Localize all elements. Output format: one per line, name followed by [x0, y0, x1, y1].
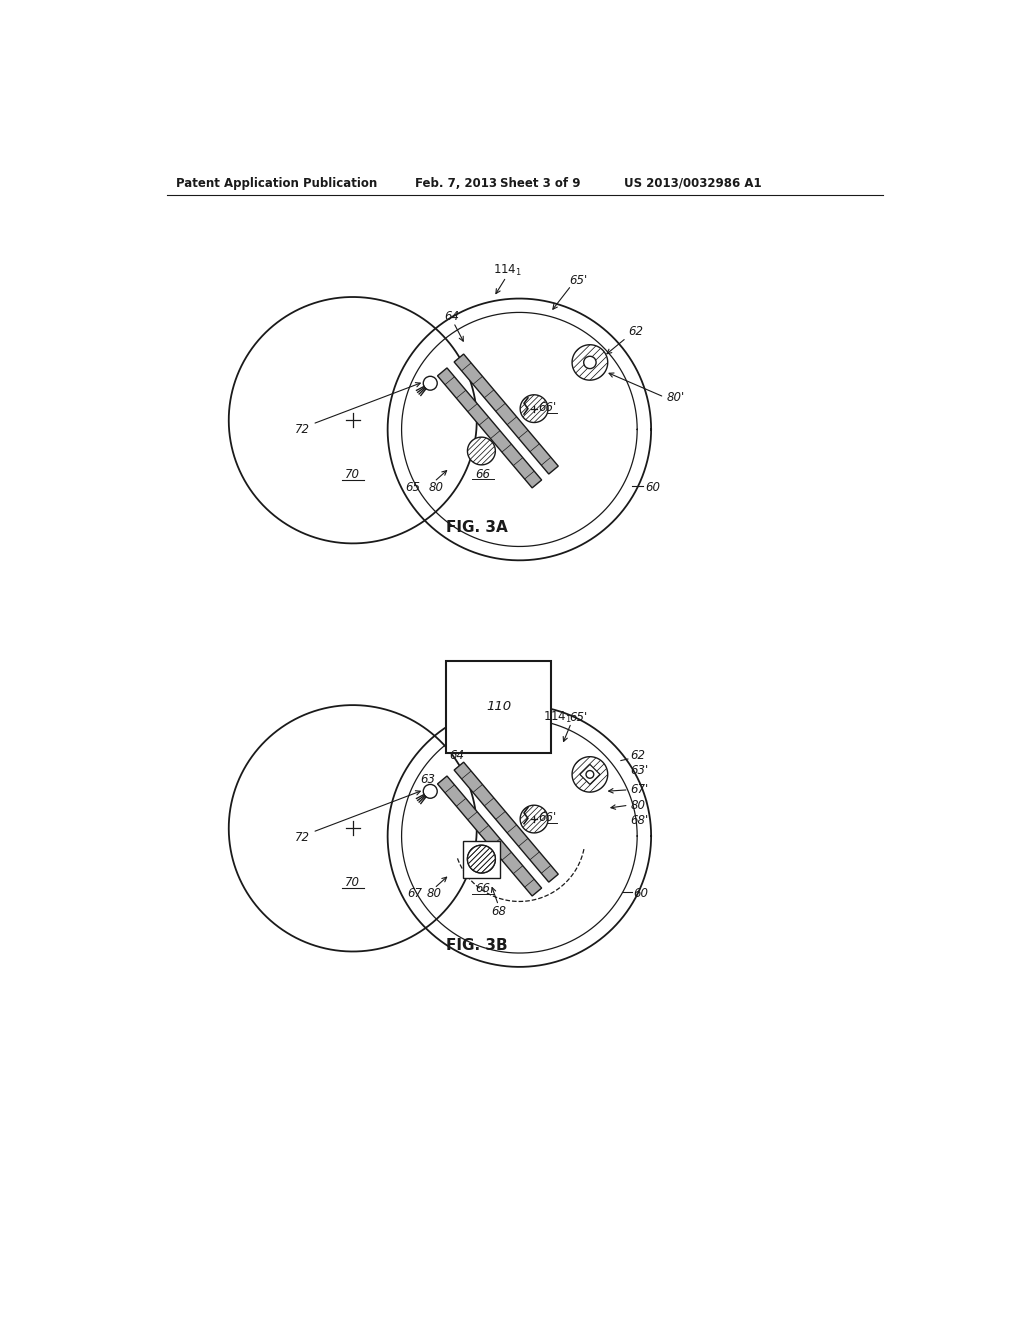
Text: 114$_1$: 114$_1$ [494, 263, 522, 277]
Polygon shape [467, 845, 496, 873]
Text: Feb. 7, 2013: Feb. 7, 2013 [415, 177, 497, 190]
Circle shape [423, 784, 437, 799]
Text: 65': 65' [569, 711, 588, 723]
Text: 114$_1$: 114$_1$ [543, 710, 571, 725]
Text: 72: 72 [295, 422, 310, 436]
Text: 65: 65 [404, 480, 420, 494]
Text: 64: 64 [444, 310, 460, 323]
Text: 80': 80' [667, 391, 685, 404]
Text: 63': 63' [630, 764, 648, 777]
Polygon shape [580, 764, 600, 784]
Text: 80: 80 [427, 887, 441, 900]
Text: 60: 60 [633, 887, 648, 900]
Text: 70: 70 [345, 875, 360, 888]
Text: Patent Application Publication: Patent Application Publication [176, 177, 377, 190]
Text: 64: 64 [450, 750, 464, 763]
Text: 80: 80 [429, 480, 444, 494]
Text: 66': 66' [538, 810, 556, 824]
Circle shape [586, 771, 594, 779]
Text: 63: 63 [420, 772, 435, 785]
Polygon shape [437, 368, 542, 488]
Polygon shape [520, 395, 548, 422]
Polygon shape [454, 354, 558, 474]
Polygon shape [520, 805, 548, 833]
Text: Sheet 3 of 9: Sheet 3 of 9 [500, 177, 581, 190]
Text: 110: 110 [485, 700, 511, 713]
Text: 66: 66 [475, 882, 490, 895]
Text: 62: 62 [628, 325, 643, 338]
Text: 60: 60 [646, 480, 660, 494]
Text: 68: 68 [490, 906, 506, 917]
FancyBboxPatch shape [463, 841, 500, 878]
Text: 66': 66' [538, 400, 556, 413]
Polygon shape [467, 437, 496, 465]
Polygon shape [467, 845, 496, 873]
Polygon shape [437, 776, 542, 896]
Text: 80': 80' [630, 799, 648, 812]
Text: 70: 70 [345, 467, 360, 480]
Circle shape [423, 376, 437, 391]
Polygon shape [454, 762, 558, 882]
Text: 72: 72 [295, 832, 310, 843]
Circle shape [584, 356, 596, 368]
Polygon shape [572, 756, 607, 792]
Text: 68': 68' [630, 814, 648, 828]
Text: 67: 67 [408, 887, 422, 900]
Text: FIG. 3A: FIG. 3A [445, 520, 508, 536]
Text: 67': 67' [630, 783, 648, 796]
Text: 65': 65' [569, 273, 588, 286]
Text: 66: 66 [475, 467, 490, 480]
Polygon shape [572, 345, 607, 380]
Text: US 2013/0032986 A1: US 2013/0032986 A1 [624, 177, 762, 190]
Text: FIG. 3B: FIG. 3B [445, 937, 508, 953]
Text: 62: 62 [630, 748, 645, 762]
